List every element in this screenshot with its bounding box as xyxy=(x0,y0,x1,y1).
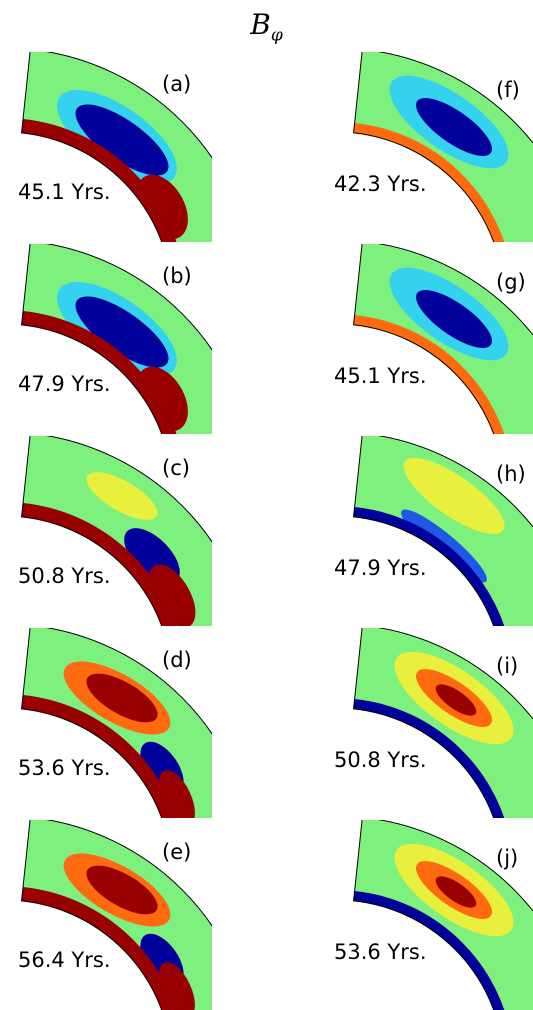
inner-negative-layer xyxy=(353,890,513,1010)
weak-positive-lobe xyxy=(86,472,158,520)
panel-time-label: 50.8 Yrs. xyxy=(334,748,427,772)
shell-plot xyxy=(21,244,212,434)
strong-positive-core xyxy=(435,684,477,716)
inner-positive-layer xyxy=(21,310,184,434)
panel-time-label: 45.1 Yrs. xyxy=(334,364,427,388)
shell-outline xyxy=(21,820,212,1010)
shell-outline xyxy=(21,436,212,626)
shell-plot xyxy=(353,820,533,1010)
panel: (i) 50.8 Yrs. xyxy=(334,628,533,818)
panel: (b) 47.9 Yrs. xyxy=(12,244,212,434)
positive-lobe-lower xyxy=(159,770,195,818)
panel-time-label: 45.1 Yrs. xyxy=(18,180,111,204)
panel-time-label: 47.9 Yrs. xyxy=(18,372,111,396)
shell-outline xyxy=(353,436,533,626)
shell-plot xyxy=(353,628,533,818)
title-symbol: B xyxy=(250,8,271,41)
strong-positive-core xyxy=(435,876,477,908)
shell-plot xyxy=(353,244,533,434)
positive-lobe xyxy=(86,865,158,915)
inner-positive-layer xyxy=(21,502,184,626)
shell-outline xyxy=(21,628,212,818)
panel-letter: (a) xyxy=(162,72,192,96)
shell-outline xyxy=(353,244,533,434)
panel-time-label: 50.8 Yrs. xyxy=(18,564,111,588)
inner-negative-layer xyxy=(353,506,513,626)
panel-letter: (e) xyxy=(162,840,192,864)
panel: (f) 42.3 Yrs. xyxy=(334,52,533,242)
negative-lobe xyxy=(75,104,169,176)
positive-lobe xyxy=(86,673,158,723)
inner-negative-layer xyxy=(353,698,513,818)
inner-positive-layer xyxy=(353,122,513,242)
panel: (d) 53.6 Yrs. xyxy=(12,628,212,818)
panel-letter: (b) xyxy=(162,264,192,288)
panel-time-label: 53.6 Yrs. xyxy=(334,940,427,964)
panel-time-label: 47.9 Yrs. xyxy=(334,556,427,580)
panel: (e) 56.4 Yrs. xyxy=(12,820,212,1010)
shell-outline xyxy=(21,244,212,434)
inner-positive-layer xyxy=(21,118,184,242)
shell-plot xyxy=(353,436,533,626)
negative-lobe xyxy=(416,290,492,348)
panel-time-label: 53.6 Yrs. xyxy=(18,756,111,780)
negative-lobe xyxy=(75,296,169,368)
title-subscript: φ xyxy=(270,25,283,46)
positive-lobe xyxy=(148,564,196,626)
shell-plot xyxy=(21,436,212,626)
inner-positive-layer xyxy=(21,694,184,818)
shell-plot xyxy=(21,820,212,1010)
inner-positive-layer xyxy=(21,886,184,1010)
panel-time-label: 56.4 Yrs. xyxy=(18,948,111,972)
inner-positive-layer xyxy=(353,314,513,434)
panel-letter: (g) xyxy=(496,270,526,294)
panel-time-label: 42.3 Yrs. xyxy=(334,172,427,196)
shell-plot xyxy=(21,628,212,818)
shell-outline xyxy=(353,820,533,1010)
shell-outline xyxy=(353,52,533,242)
shell-outline xyxy=(353,628,533,818)
negative-lobe xyxy=(416,98,492,156)
panel-letter: (j) xyxy=(496,846,519,870)
panel-letter: (h) xyxy=(496,462,526,486)
panel-letter: (d) xyxy=(162,648,192,672)
panel-letter: (c) xyxy=(162,456,190,480)
panel: (g) 45.1 Yrs. xyxy=(334,244,533,434)
panel: (c) 50.8 Yrs. xyxy=(12,436,212,626)
panel: (j) 53.6 Yrs. xyxy=(334,820,533,1010)
panel: (h) 47.9 Yrs. xyxy=(334,436,533,626)
shell-plot xyxy=(353,52,533,242)
panel-letter: (f) xyxy=(496,78,520,102)
panel: (a) 45.1 Yrs. xyxy=(12,52,212,242)
figure-title: Bφ xyxy=(0,8,533,46)
weak-positive-lobe xyxy=(403,457,505,535)
shell-outline xyxy=(21,52,212,242)
panel-letter: (i) xyxy=(496,654,519,678)
shell-plot xyxy=(21,52,212,242)
